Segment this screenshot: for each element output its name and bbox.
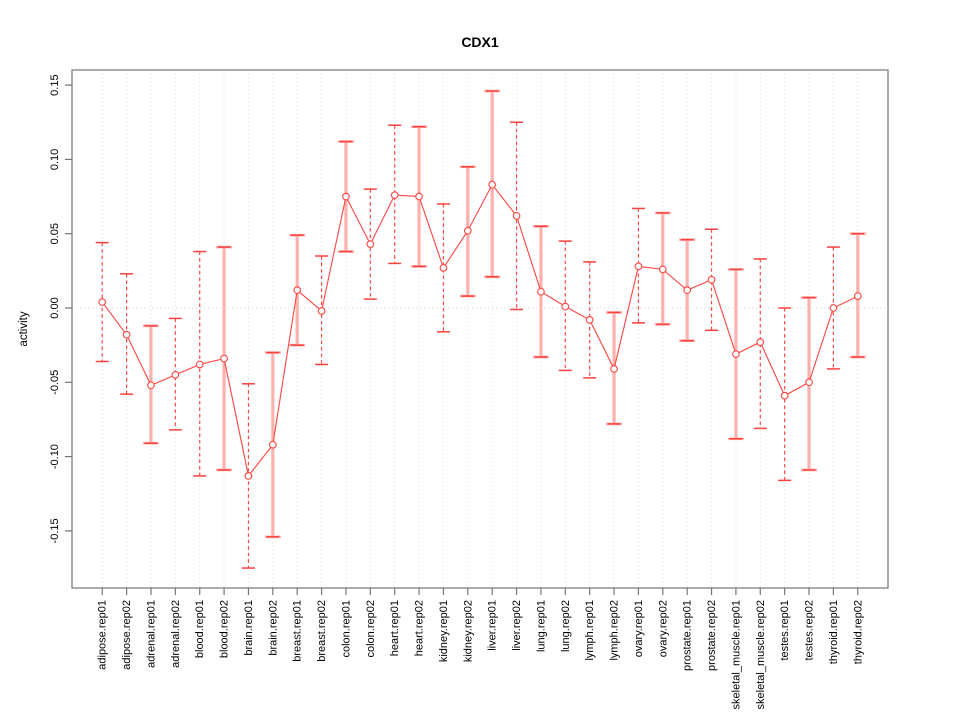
x-tick-label: lymph.rep01 bbox=[584, 600, 596, 661]
data-point bbox=[463, 226, 472, 235]
x-tick-label: ovary.rep02 bbox=[657, 600, 669, 657]
data-point bbox=[415, 192, 423, 201]
x-tick-label: lung.rep01 bbox=[535, 600, 547, 652]
data-point bbox=[853, 292, 862, 300]
x-tick-label: adipose.rep02 bbox=[121, 600, 133, 670]
x-tick-label: colon.rep01 bbox=[340, 600, 352, 658]
x-tick-label: blood.rep02 bbox=[219, 600, 231, 658]
data-point bbox=[585, 316, 594, 324]
data-point bbox=[220, 354, 228, 363]
data-point bbox=[317, 307, 326, 315]
data-point bbox=[780, 391, 789, 400]
x-tick-label: lung.rep02 bbox=[560, 600, 572, 652]
x-tick-label: prostate.rep01 bbox=[682, 600, 694, 671]
x-tick-label: heart.rep01 bbox=[389, 600, 401, 656]
x-tick-label: kidney.rep01 bbox=[438, 600, 450, 662]
data-point bbox=[488, 180, 497, 189]
plot-area: 0.15 0.10 0.05 0.00 -0.05 -0.10 -0.15 adipose.r… bbox=[49, 69, 889, 709]
x-tick-label: breast.rep01 bbox=[292, 600, 304, 662]
data-point bbox=[98, 298, 107, 306]
y-tick-label: 0.10 bbox=[49, 149, 61, 170]
x-tick-label: skeletal_muscle.rep02 bbox=[755, 600, 767, 709]
x-tick-label: thyroid.rep01 bbox=[828, 600, 840, 664]
x-tick-label: brain.rep02 bbox=[267, 600, 279, 656]
data-point bbox=[634, 262, 643, 271]
data-point bbox=[439, 264, 448, 272]
data-point bbox=[268, 440, 277, 449]
x-tick-label: kidney.rep02 bbox=[462, 600, 474, 662]
plot-frame bbox=[71, 69, 889, 589]
data-point bbox=[171, 370, 180, 379]
y-tick-label: 0.05 bbox=[49, 223, 61, 244]
x-tick-label: adrenal.rep01 bbox=[145, 600, 157, 668]
y-tick-label: 0.15 bbox=[49, 74, 61, 95]
x-tick-label: lymph.rep02 bbox=[609, 600, 621, 661]
data-point bbox=[732, 350, 740, 358]
data-point bbox=[342, 192, 350, 201]
x-tick-label: blood.rep01 bbox=[194, 600, 206, 658]
data-point bbox=[683, 286, 692, 295]
data-point bbox=[147, 381, 155, 390]
x-tick-label: breast.rep02 bbox=[316, 600, 328, 662]
data-point bbox=[195, 360, 204, 369]
y-axis-title: activity bbox=[18, 311, 30, 346]
data-point bbox=[293, 286, 302, 295]
data-point bbox=[829, 304, 838, 312]
x-tick-label: thyroid.rep02 bbox=[852, 600, 864, 664]
data-point bbox=[805, 378, 813, 387]
chart-title: CDX1 bbox=[461, 34, 499, 50]
y-tick-label: -0.10 bbox=[49, 444, 61, 469]
data-point bbox=[561, 302, 570, 311]
data-point bbox=[610, 365, 618, 373]
data-point bbox=[707, 275, 716, 284]
x-tick-label: testes.rep01 bbox=[779, 600, 791, 661]
y-tick-label: 0.00 bbox=[49, 297, 61, 318]
x-tick-label: colon.rep02 bbox=[365, 600, 377, 658]
y-tick-label: -0.05 bbox=[49, 370, 61, 395]
x-tick-label: skeletal_muscle.rep01 bbox=[730, 600, 742, 709]
x-tick-label: liver.rep02 bbox=[511, 600, 523, 651]
data-point bbox=[537, 287, 545, 296]
series-line bbox=[101, 183, 859, 478]
y-tick-label: -0.15 bbox=[49, 518, 61, 543]
x-tick-label: liver.rep01 bbox=[487, 600, 499, 651]
data-point bbox=[366, 240, 375, 248]
data-point bbox=[756, 338, 765, 347]
x-tick-label: adrenal.rep02 bbox=[170, 600, 182, 668]
x-tick-label: prostate.rep02 bbox=[706, 600, 718, 671]
x-tick-label: testes.rep02 bbox=[804, 600, 816, 661]
x-tick-label: adipose.rep01 bbox=[97, 600, 109, 670]
data-point bbox=[390, 191, 399, 199]
x-tick-label: ovary.rep01 bbox=[633, 600, 645, 657]
x-tick-label: brain.rep01 bbox=[243, 600, 255, 656]
x-tick-label: heart.rep02 bbox=[414, 600, 426, 656]
data-point bbox=[244, 472, 253, 480]
data-point bbox=[122, 330, 131, 339]
data-point bbox=[512, 211, 521, 220]
data-point bbox=[658, 265, 667, 274]
